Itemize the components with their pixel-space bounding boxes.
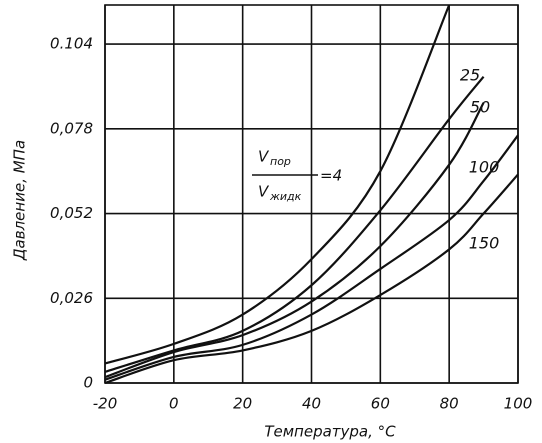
y-tick-label: 0 <box>83 374 93 392</box>
line-series <box>104 134 519 381</box>
y-tick-label: 0,052 <box>50 204 93 222</box>
line-series <box>104 4 451 365</box>
series-label: 50 <box>470 98 490 117</box>
series-label: 100 <box>469 158 500 177</box>
y-tick-label: 0.104 <box>50 35 93 53</box>
annotation-numerator: V <box>258 148 270 166</box>
annotation-denominator-sub: жидк <box>269 190 302 203</box>
series-label: 150 <box>469 234 500 253</box>
line-series <box>104 102 485 379</box>
annotation-value: =4 <box>320 167 342 185</box>
x-tick-label: 60 <box>371 395 390 413</box>
x-axis-label: Температура, °C <box>264 423 396 441</box>
series-label: 25 <box>460 66 480 85</box>
x-tick-label: 100 <box>504 395 533 413</box>
annotation-denominator: V <box>258 183 270 201</box>
line-series <box>104 173 519 385</box>
x-tick-label: 20 <box>233 395 252 413</box>
y-axis-label: Давление, МПа <box>11 140 29 261</box>
x-tick-label: 40 <box>302 395 321 413</box>
annotation-numerator-sub: пор <box>270 155 291 168</box>
x-tick-label: -20 <box>93 395 118 413</box>
x-tick-label: 0 <box>169 395 179 413</box>
line-series <box>104 75 485 373</box>
y-tick-label: 0,078 <box>50 119 93 137</box>
x-tick-label: 80 <box>440 395 459 413</box>
y-tick-label: 0,026 <box>50 289 93 307</box>
